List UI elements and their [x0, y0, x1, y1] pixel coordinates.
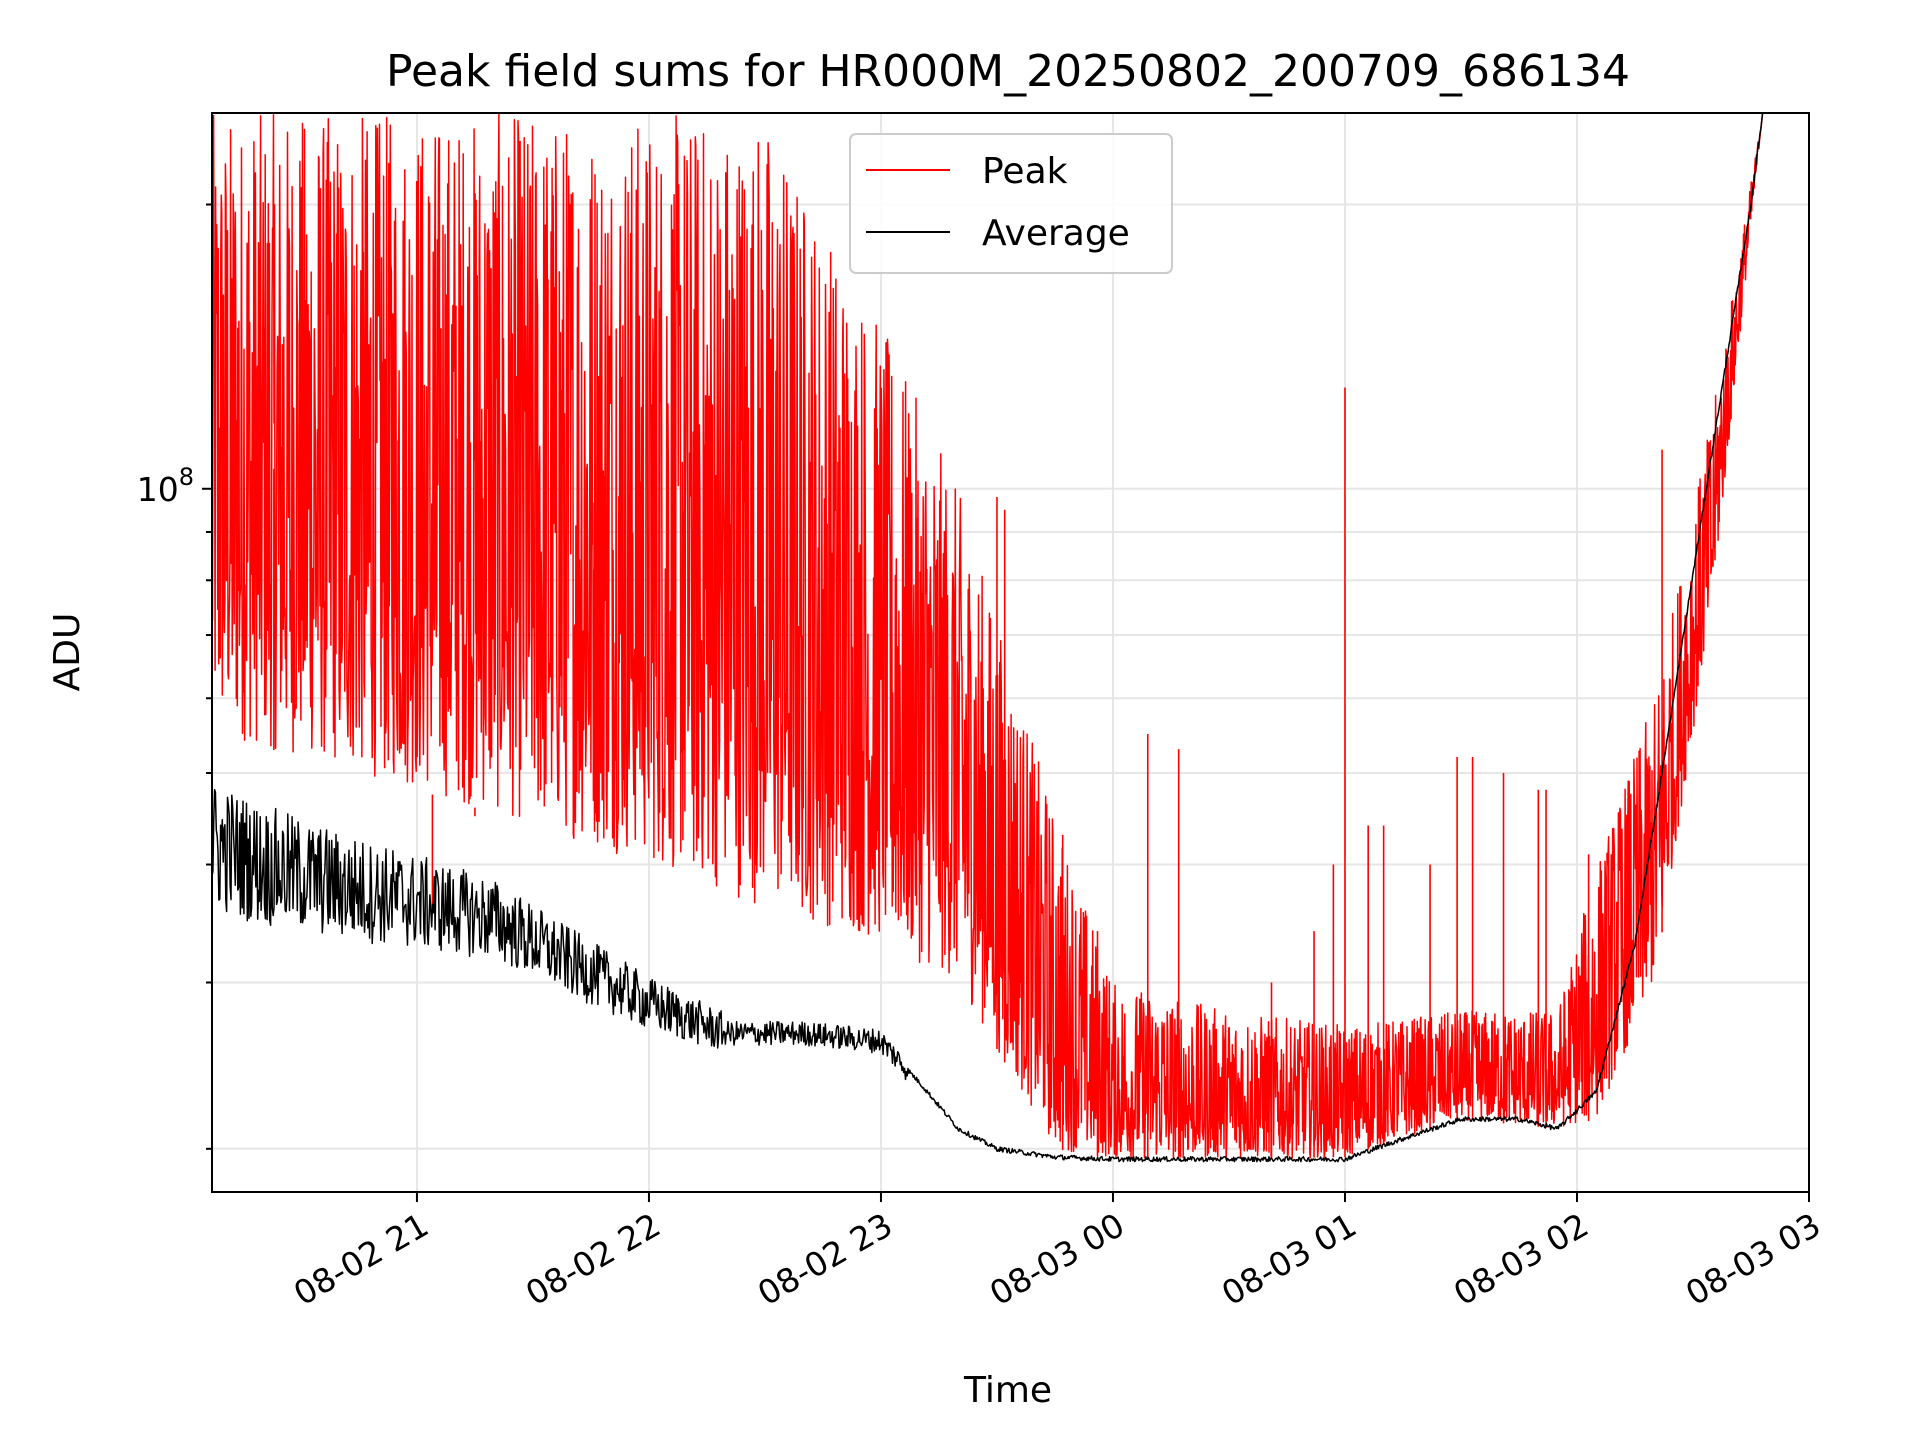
- average-series-line: [212, 113, 1764, 1163]
- series-layer: [212, 113, 1764, 1163]
- y-tick-exponent: 8: [179, 463, 194, 491]
- legend-peak-label: Peak: [982, 151, 1068, 192]
- y-tick-label: 108: [137, 463, 194, 509]
- legend-box: [849, 133, 1173, 274]
- legend: Peak Average: [849, 133, 1173, 274]
- chart-title: Peak field sums for HR000M_20250802_2007…: [386, 46, 1630, 97]
- y-tick-base: 10: [137, 470, 179, 509]
- y-axis-ticks: 108: [137, 203, 212, 1150]
- y-axis-label: ADU: [47, 613, 88, 692]
- legend-average-label: Average: [982, 213, 1130, 254]
- x-axis-label: Time: [963, 1370, 1052, 1411]
- plot-frame: [211, 112, 1810, 1193]
